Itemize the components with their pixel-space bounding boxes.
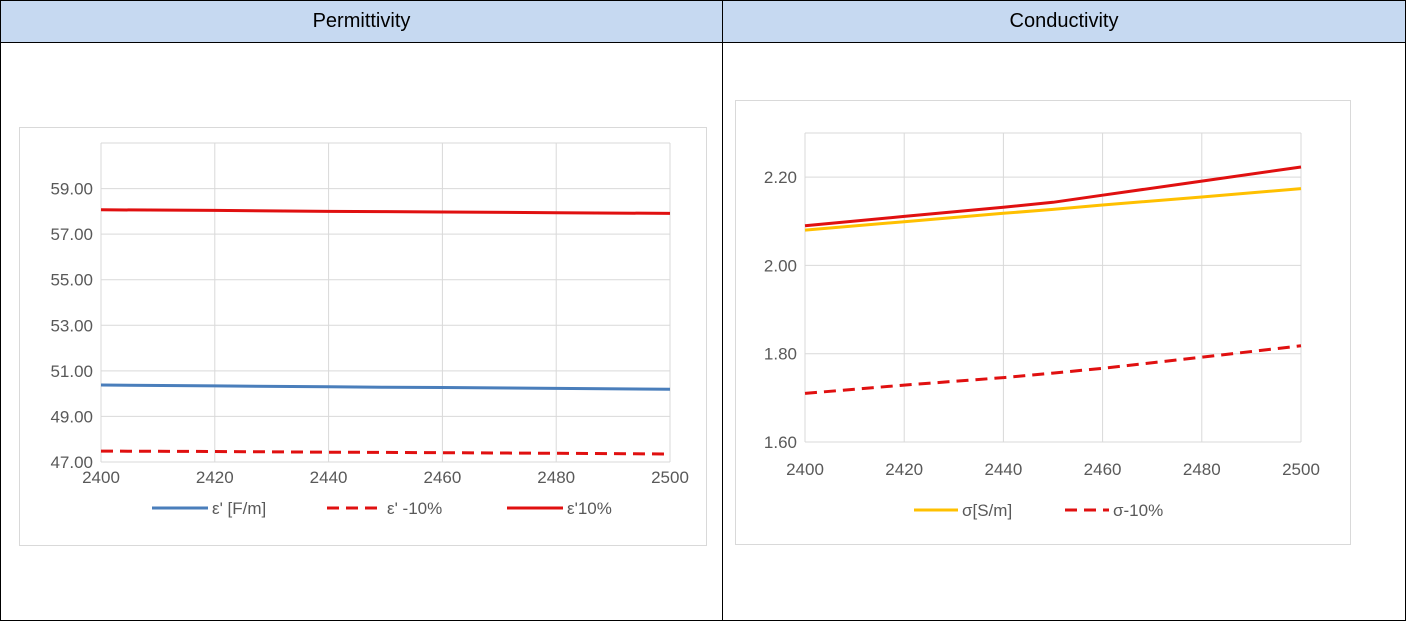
y-tick-label: 2.00 bbox=[764, 256, 797, 275]
y-tick-label: 49.00 bbox=[50, 407, 93, 426]
conductivity-header: Conductivity bbox=[722, 0, 1406, 43]
conductivity-chart: 2400 2420 2440 2460 2480 2500 1.60 1.80 2.00 2.20… bbox=[735, 100, 1351, 545]
x-tick-label: 2480 bbox=[1183, 460, 1221, 479]
legend-label: ε' -10% bbox=[387, 499, 442, 518]
y-tick-label: 2.20 bbox=[764, 168, 797, 187]
permittivity-chart: 2400 2420 2440 2460 2480 2500 47.00 49.00 51.00 5… bbox=[19, 127, 707, 546]
y-tick-label: 1.60 bbox=[764, 433, 797, 452]
series-line bbox=[804, 344, 1302, 395]
permittivity-header: Permittivity bbox=[0, 0, 723, 43]
series-line bbox=[804, 187, 1302, 232]
y-tick-label: 55.00 bbox=[50, 271, 93, 290]
x-tick-label: 2440 bbox=[984, 460, 1022, 479]
y-tick-label: 1.80 bbox=[764, 345, 797, 364]
x-tick-label: 2500 bbox=[651, 468, 689, 487]
y-tick-label: 51.00 bbox=[50, 362, 93, 381]
y-tick-label: 53.00 bbox=[50, 316, 93, 335]
y-tick-label: 57.00 bbox=[50, 225, 93, 244]
y-tick-label: 59.00 bbox=[50, 180, 93, 199]
series-line bbox=[100, 449, 671, 456]
x-tick-label: 2420 bbox=[885, 460, 923, 479]
series-line bbox=[100, 383, 671, 391]
permittivity-chart-svg: 2400 2420 2440 2460 2480 2500 47.00 49.00 51.00 5… bbox=[50, 142, 689, 518]
conductivity-header-label: Conductivity bbox=[1009, 10, 1119, 32]
legend-label: σ[S/m] bbox=[962, 501, 1012, 520]
permittivity-header-label: Permittivity bbox=[312, 10, 411, 32]
x-tick-label: 2460 bbox=[1084, 460, 1122, 479]
legend-label: ε' [F/m] bbox=[212, 499, 266, 518]
series-line bbox=[100, 208, 671, 215]
conductivity-cell bbox=[722, 43, 1406, 621]
x-tick-label: 2460 bbox=[423, 468, 461, 487]
x-tick-label: 2440 bbox=[310, 468, 348, 487]
conductivity-chart-svg: 2400 2420 2440 2460 2480 2500 1.60 1.80 2.00 2.20… bbox=[764, 132, 1320, 520]
x-tick-label: 2480 bbox=[537, 468, 575, 487]
x-tick-label: 2420 bbox=[196, 468, 234, 487]
x-tick-label: 2400 bbox=[82, 468, 120, 487]
legend-label: σ-10% bbox=[1113, 501, 1163, 520]
x-tick-label: 2500 bbox=[1282, 460, 1320, 479]
x-tick-label: 2400 bbox=[786, 460, 824, 479]
series-line bbox=[804, 165, 1302, 228]
legend-label: ε'10% bbox=[567, 499, 612, 518]
y-tick-label: 47.00 bbox=[50, 453, 93, 472]
